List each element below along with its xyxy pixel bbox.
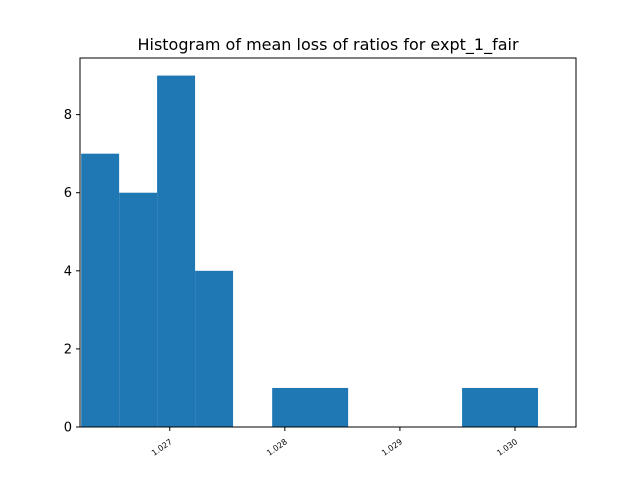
x-axis-ticks: 1.027 1.028 1.029 1.030 [150, 427, 519, 458]
histogram-bar-2 [119, 192, 158, 427]
x-tick-label: 1.029 [380, 437, 404, 458]
x-tick-label: 1.028 [265, 437, 289, 458]
y-tick-label: 0 [64, 421, 72, 436]
y-axis-ticks: 0 2 4 6 8 [64, 108, 80, 436]
histogram-bar-1 [81, 153, 120, 427]
histogram-bar-3 [157, 75, 196, 428]
y-tick-label: 2 [64, 342, 72, 357]
chart-title: Histogram of mean loss of ratios for exp… [137, 35, 518, 55]
histogram-bar-5 [272, 387, 349, 427]
y-tick-label: 8 [64, 108, 72, 123]
histogram-bar-4 [195, 270, 234, 427]
plot-frame [79, 57, 577, 428]
bars-layer [81, 75, 539, 428]
histogram-bar-6 [462, 387, 539, 427]
x-tick-label: 1.027 [150, 437, 174, 458]
y-tick-label: 4 [64, 264, 72, 279]
x-tick-label: 1.030 [495, 437, 519, 458]
y-tick-label: 6 [64, 186, 72, 201]
